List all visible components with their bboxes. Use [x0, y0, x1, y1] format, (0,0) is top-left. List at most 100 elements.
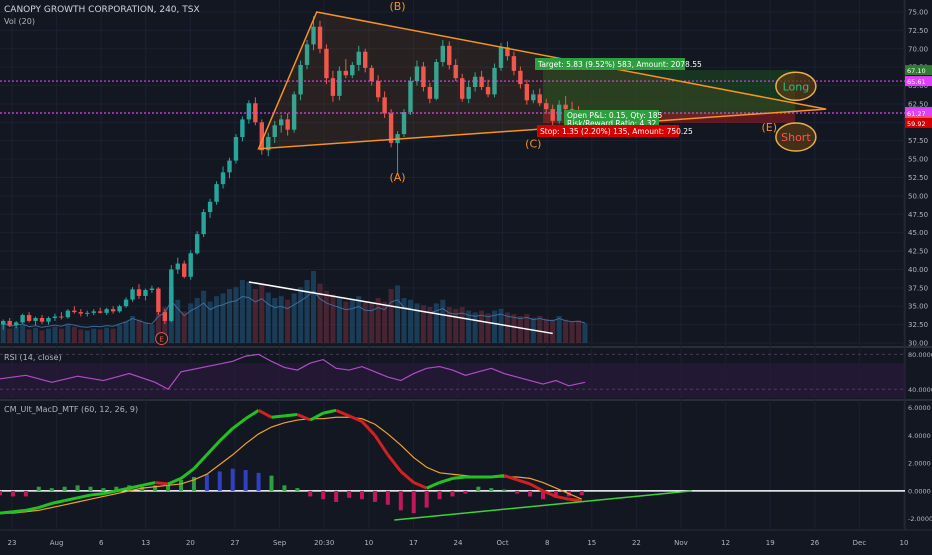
volume-bar: [362, 302, 368, 343]
volume-bar: [537, 316, 543, 343]
candle-body: [233, 137, 239, 161]
candle-body: [188, 253, 193, 277]
macd-histogram-bar: [541, 490, 545, 500]
candle-body: [97, 311, 103, 313]
x-tick-label: 6: [99, 539, 104, 547]
volume-bar: [395, 285, 401, 343]
macd-label[interactable]: CM_Ult_MacD_MTF (60, 12, 26, 9): [4, 405, 138, 414]
volume-bar: [0, 323, 6, 343]
volume-bar: [349, 299, 355, 343]
volume-bar: [511, 314, 517, 343]
candle-body: [369, 67, 374, 82]
macd-histogram-bar: [515, 490, 520, 494]
volume-ma-line: [3, 290, 586, 328]
x-tick-label: Aug: [50, 539, 64, 547]
candle-body: [317, 26, 323, 49]
ellipse-highlight: [775, 71, 817, 102]
position-layer: [543, 70, 796, 123]
candle-body: [492, 67, 497, 95]
candle-body: [72, 310, 77, 313]
volume-bar: [330, 294, 336, 343]
volume-bar: [194, 298, 200, 343]
ellipse-label: Short: [781, 131, 811, 144]
earnings-marker-label: E: [159, 336, 163, 344]
volume-bar: [304, 280, 310, 343]
open-pnl-text: Open P&L: 0.15, Qty: 185: [567, 111, 663, 120]
macd-line-segment: [555, 494, 570, 501]
macd-line-segment: [12, 508, 27, 514]
macd-tick-label: -2.0000: [908, 515, 932, 523]
macd-line-segment: [271, 414, 285, 419]
candle-body: [563, 104, 568, 110]
volume-bar: [485, 313, 491, 343]
macd-histogram-bar: [204, 474, 209, 491]
candle-body: [123, 299, 129, 307]
candle-body: [7, 320, 12, 326]
volume-bar: [446, 307, 452, 343]
x-tick-label: 20: [186, 539, 195, 547]
macd-histogram-bar: [476, 486, 481, 491]
candle-body: [479, 76, 484, 88]
macd-histogram-bar: [153, 485, 158, 491]
price-tick-label: 42.50: [908, 248, 928, 256]
candle-body: [259, 122, 265, 151]
volume-bar: [407, 299, 413, 343]
candle-body: [194, 234, 200, 254]
macd-line-segment: [64, 496, 78, 503]
candle-body: [453, 64, 458, 79]
volume-bar: [214, 296, 220, 343]
candle-body: [169, 269, 174, 321]
rsi-label[interactable]: RSI (14, close): [4, 353, 62, 362]
rsi-layer: [0, 353, 905, 398]
x-tick-label: 10: [364, 539, 373, 547]
candle-body: [531, 94, 536, 101]
volume-bar: [492, 310, 498, 343]
wave-label: (B): [389, 0, 405, 13]
candle-body: [518, 70, 523, 85]
macd-line-segment: [360, 420, 377, 437]
volume-bar: [149, 325, 155, 343]
candle-body: [550, 109, 555, 121]
volume-bar: [117, 325, 123, 343]
volume-bar: [356, 296, 362, 343]
macd-histogram-bar: [489, 488, 494, 491]
stop-label-text: Stop: 1.35 (2.20%) 135, Amount: 750.25: [540, 127, 693, 136]
volume-bar: [466, 310, 472, 343]
grid-layer: [0, 0, 932, 531]
candle-body: [466, 87, 471, 99]
candle-body: [537, 94, 542, 104]
macd-line-segment: [426, 481, 441, 490]
macd-layer: [0, 408, 905, 521]
macd-line-segment: [284, 413, 298, 418]
target-label-text: Target: 5.83 (9.52%) 583, Amount: 2078.5…: [537, 60, 702, 69]
macd-line-segment: [244, 409, 260, 420]
volume-bar: [382, 301, 388, 343]
volume-bar: [576, 320, 582, 343]
price-tick-label: 47.50: [908, 211, 928, 219]
volume-bar: [433, 303, 439, 343]
macd-histogram-bar: [243, 470, 248, 491]
macd-line-segment: [116, 486, 130, 493]
volume-bar: [298, 287, 304, 343]
volume-label[interactable]: Vol (20): [4, 17, 35, 26]
x-tick-label: 8: [545, 539, 549, 547]
candle-body: [350, 64, 355, 76]
macd-line-segment: [309, 411, 324, 422]
macd-line-segment: [231, 417, 247, 430]
candle-body: [511, 56, 517, 71]
symbol-title[interactable]: CANOPY GROWTH CORPORATION, 240, TSX: [4, 5, 200, 15]
candle-body: [272, 125, 277, 138]
volume-bar: [26, 329, 32, 343]
price-tick-label: 40.00: [908, 266, 928, 274]
candle-body: [130, 289, 135, 300]
macd-line-segment: [491, 474, 505, 479]
x-tick-label: 24: [454, 539, 463, 547]
candle-body: [524, 84, 530, 101]
volume-bar: [285, 299, 291, 343]
candle-body: [33, 317, 38, 321]
macd-trendline: [394, 490, 692, 521]
volume-bar: [582, 323, 588, 343]
wave-label: (A): [389, 171, 405, 184]
candle-body: [304, 44, 310, 65]
